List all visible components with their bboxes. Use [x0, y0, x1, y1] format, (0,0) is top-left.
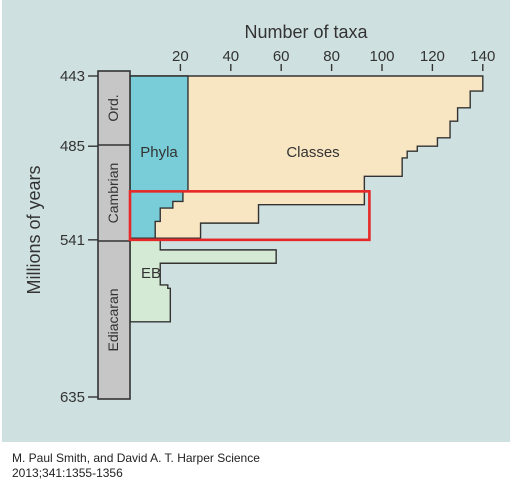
y-tick-label: 443: [60, 68, 85, 85]
x-tick-label: 100: [369, 48, 394, 65]
period-label-ediacaran: Ediacaran: [105, 288, 121, 351]
period-label-cambrian: Cambrian: [105, 163, 121, 224]
citation-line-2: 2013;341:1355-1356: [12, 466, 123, 480]
x-tick-label: 40: [222, 48, 239, 65]
series-label-phyla: Phyla: [140, 144, 178, 161]
citation: M. Paul Smith, and David A. T. Harper Sc…: [12, 451, 260, 481]
x-tick-label: 140: [470, 48, 495, 65]
x-axis-title: Number of taxa: [244, 22, 368, 42]
highlight-box: [128, 190, 371, 242]
x-tick-label: 80: [323, 48, 340, 65]
y-tick-label: 635: [60, 389, 85, 406]
x-tick-label: 20: [172, 48, 189, 65]
x-tick-label: 60: [273, 48, 290, 65]
x-tick-label: 120: [420, 48, 445, 65]
y-tick-label: 541: [60, 232, 85, 249]
series-label-classes: Classes: [286, 144, 339, 161]
series-label-eb: EB: [141, 265, 161, 282]
y-axis-title: Millions of years: [24, 165, 44, 294]
area-eb: [129, 239, 277, 323]
area-classes: [129, 75, 484, 239]
period-label-ordovician: Ord.: [105, 94, 121, 121]
y-tick-label: 485: [60, 138, 85, 155]
citation-line-1: M. Paul Smith, and David A. T. Harper Sc…: [12, 451, 260, 465]
